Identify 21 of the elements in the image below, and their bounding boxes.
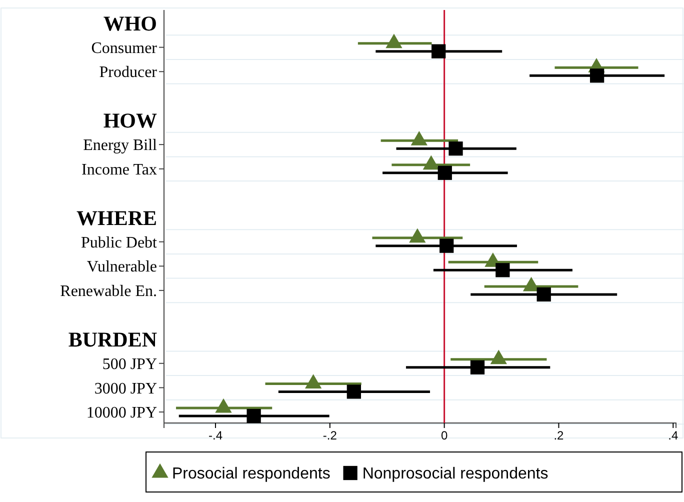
- y-tick-label: WHO: [103, 11, 157, 36]
- y-tick-label: WHERE: [76, 206, 157, 230]
- legend-label: Prosocial respondents: [172, 466, 330, 483]
- y-tick-label: Producer: [99, 64, 158, 82]
- y-tick-label: Energy Bill: [83, 137, 158, 154]
- y-tick-label: Consumer: [91, 40, 158, 57]
- x-tick-label: -.4: [208, 428, 223, 443]
- x-tick-label: -.2: [322, 428, 338, 443]
- y-tick-label: Vulnerable: [86, 258, 157, 276]
- y-tick-label: BURDEN: [68, 327, 157, 352]
- y-tick-label: Income Tax: [82, 161, 157, 178]
- x-tick-label: 0: [440, 428, 448, 443]
- y-tick-label: 10000 JPY: [86, 404, 158, 422]
- y-tick-label: 500 JPY: [102, 356, 158, 373]
- legend-label: Nonprosocial respondents: [362, 466, 548, 483]
- x-tick-label: .2: [554, 428, 564, 443]
- y-tick-label: Renewable En.: [60, 283, 157, 300]
- y-tick-label: Public Debt: [81, 234, 158, 252]
- y-tick-label: HOW: [103, 108, 157, 133]
- y-tick-label: 3000 JPY: [94, 380, 158, 398]
- x-tick-label: .4: [668, 428, 678, 443]
